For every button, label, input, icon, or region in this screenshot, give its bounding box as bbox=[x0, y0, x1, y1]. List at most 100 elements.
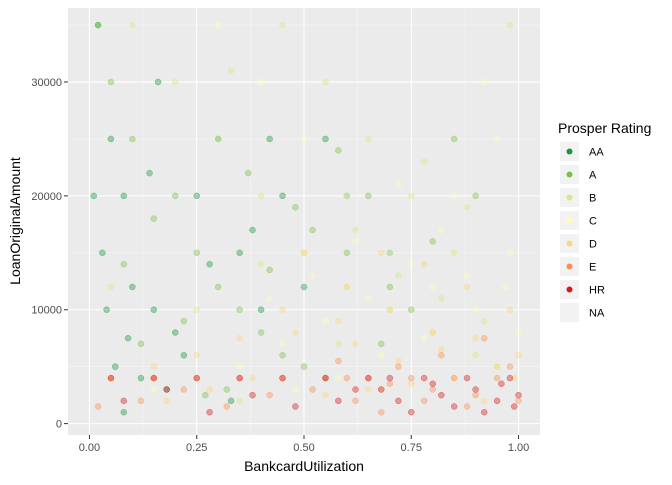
data-point bbox=[395, 363, 402, 370]
legend-label: NA bbox=[589, 308, 605, 320]
data-point bbox=[365, 295, 372, 302]
x-tick-label: 0.25 bbox=[186, 442, 207, 454]
data-point bbox=[365, 135, 372, 143]
data-point bbox=[150, 374, 158, 382]
legend-item-na: NA bbox=[560, 303, 605, 322]
x-axis: 0.00 0.25 0.50 0.75 1.00 bbox=[79, 435, 529, 454]
data-point bbox=[365, 386, 372, 393]
data-point bbox=[257, 192, 265, 200]
data-point bbox=[343, 283, 351, 291]
data-point bbox=[420, 158, 428, 165]
data-point bbox=[480, 78, 488, 86]
data-point bbox=[352, 340, 359, 348]
data-point bbox=[463, 283, 471, 291]
data-point bbox=[515, 329, 522, 336]
legend-swatch bbox=[566, 263, 573, 270]
legend-item-aa: AA bbox=[560, 142, 604, 161]
legend-label: D bbox=[589, 239, 597, 251]
data-point bbox=[506, 249, 514, 257]
data-point bbox=[493, 374, 501, 382]
data-point bbox=[420, 374, 428, 382]
data-point bbox=[309, 226, 316, 234]
y-axis: 0 10000 20000 30000 bbox=[31, 77, 68, 431]
data-point bbox=[107, 135, 115, 143]
data-point bbox=[137, 397, 145, 405]
data-point bbox=[266, 135, 273, 143]
legend-label: E bbox=[589, 262, 596, 274]
data-point bbox=[300, 283, 308, 291]
data-point bbox=[193, 192, 200, 200]
data-point bbox=[352, 226, 359, 234]
data-point bbox=[266, 266, 273, 274]
legend-swatch bbox=[566, 148, 573, 155]
data-point bbox=[279, 374, 286, 382]
data-point bbox=[236, 334, 243, 342]
data-point bbox=[335, 357, 342, 365]
data-point bbox=[172, 192, 179, 200]
data-point bbox=[377, 340, 385, 348]
data-point bbox=[129, 21, 136, 29]
x-tick-label: 0.50 bbox=[293, 442, 314, 454]
data-point bbox=[193, 249, 200, 257]
data-point bbox=[343, 374, 351, 382]
data-point bbox=[120, 408, 128, 416]
data-point bbox=[214, 283, 222, 291]
data-point bbox=[266, 295, 273, 302]
data-point bbox=[249, 226, 256, 234]
data-point bbox=[472, 386, 479, 393]
data-point bbox=[365, 374, 372, 382]
data-point bbox=[137, 340, 145, 348]
data-point bbox=[463, 374, 471, 382]
legend-label: AA bbox=[589, 147, 604, 159]
data-point bbox=[335, 147, 342, 154]
data-point bbox=[193, 306, 200, 313]
data-point bbox=[129, 135, 136, 143]
data-point bbox=[480, 408, 488, 416]
legend-swatch bbox=[566, 171, 573, 178]
data-point bbox=[438, 226, 445, 234]
data-point bbox=[502, 283, 509, 291]
data-point bbox=[120, 397, 128, 405]
data-point bbox=[429, 329, 436, 336]
legend-label: B bbox=[589, 193, 596, 205]
legend-item-hr: HR bbox=[560, 280, 605, 299]
data-point bbox=[498, 380, 505, 388]
data-point bbox=[493, 363, 501, 370]
data-point bbox=[438, 391, 445, 399]
data-point bbox=[408, 306, 415, 313]
data-point bbox=[214, 21, 222, 29]
data-point bbox=[450, 192, 458, 200]
data-point bbox=[429, 386, 436, 393]
data-point bbox=[386, 249, 394, 257]
data-point bbox=[395, 357, 402, 365]
data-point bbox=[257, 78, 265, 86]
legend-swatch bbox=[566, 194, 573, 201]
data-point bbox=[292, 386, 299, 393]
data-point bbox=[395, 181, 402, 188]
data-point bbox=[150, 363, 158, 370]
data-point bbox=[180, 317, 188, 325]
data-point bbox=[309, 386, 316, 393]
data-point bbox=[335, 317, 342, 325]
data-point bbox=[257, 306, 265, 313]
legend-item-a: A bbox=[560, 165, 597, 184]
data-point bbox=[472, 306, 479, 313]
data-point bbox=[386, 306, 394, 313]
data-point bbox=[223, 403, 231, 410]
data-point bbox=[408, 192, 415, 200]
data-point bbox=[438, 346, 445, 353]
data-point bbox=[124, 334, 132, 342]
data-point bbox=[377, 386, 385, 393]
legend-item-d: D bbox=[560, 234, 597, 253]
series-a bbox=[94, 21, 479, 399]
data-point bbox=[266, 391, 273, 399]
data-point bbox=[94, 21, 102, 29]
data-point bbox=[227, 397, 235, 405]
data-point bbox=[236, 374, 243, 382]
data-point bbox=[480, 397, 488, 405]
data-point bbox=[300, 135, 308, 143]
legend-item-e: E bbox=[560, 257, 596, 276]
data-point bbox=[172, 329, 179, 336]
